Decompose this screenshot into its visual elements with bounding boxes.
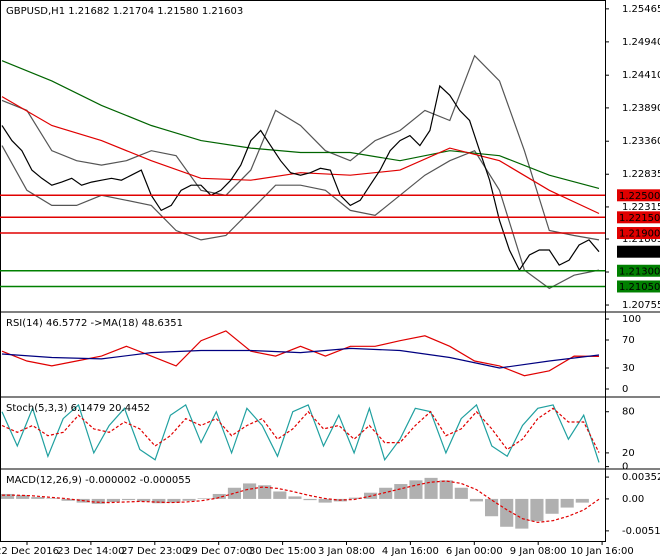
histogram-bar <box>500 498 514 527</box>
y-tick-label: 0.003524 <box>622 472 660 483</box>
x-tick-label: 4 Jan 16:00 <box>382 546 439 557</box>
histogram-bar <box>485 498 499 517</box>
histogram-bar <box>409 480 423 499</box>
series-line <box>1 96 600 215</box>
histogram-bar <box>31 497 45 499</box>
histogram-bar <box>91 498 105 504</box>
last-price-box <box>617 245 660 258</box>
y-tick-label: 1.21805 <box>622 234 660 245</box>
series-line <box>1 347 600 369</box>
histogram-bar <box>575 498 589 503</box>
x-tick-label: 9 Jan 08:00 <box>510 546 567 557</box>
y-tick-label: 1.22835 <box>622 169 660 180</box>
level-label: 1.21300 <box>619 266 660 277</box>
series-line <box>1 84 600 272</box>
x-tick-label: 23 Dec 14:00 <box>57 546 124 557</box>
histogram-bar <box>212 493 226 499</box>
histogram-bar <box>348 497 362 499</box>
histogram-bar <box>258 485 272 499</box>
histogram-bar <box>137 498 151 502</box>
level-box <box>617 211 660 224</box>
level-label: 1.22500 <box>619 191 660 202</box>
histogram-bar <box>46 498 60 499</box>
histogram-bar <box>318 498 332 503</box>
y-tick-label: 70 <box>622 335 635 346</box>
histogram-bar <box>545 498 559 514</box>
x-tick-label: 6 Jan 00:00 <box>446 546 503 557</box>
y-tick-label: 1.22315 <box>622 202 660 213</box>
histogram-bar <box>303 498 317 501</box>
histogram-bar <box>197 498 211 499</box>
y-tick-label: 1.20755 <box>622 300 660 311</box>
histogram-bar <box>167 498 181 503</box>
y-tick-label: 0.00 <box>622 494 644 505</box>
x-tick-label: 10 Jan 16:00 <box>570 546 633 557</box>
x-tick-label: 29 Dec 07:00 <box>185 546 252 557</box>
histogram-bar <box>122 498 136 501</box>
level-box <box>617 264 660 277</box>
histogram-bar <box>454 487 468 499</box>
series-line <box>1 407 600 453</box>
level-box <box>617 189 660 202</box>
level-label: 1.21900 <box>619 229 660 240</box>
histogram-bar <box>106 498 120 503</box>
histogram-bar <box>243 483 257 499</box>
series-line <box>1 60 600 189</box>
y-tick-label: 1.25465 <box>622 4 660 15</box>
histogram-bar <box>16 495 30 499</box>
histogram-bar <box>182 498 196 501</box>
panel-title: Stoch(5,3,3) 6.1479 20.4452 <box>6 403 150 414</box>
histogram-bar <box>560 498 574 508</box>
y-tick-label: 30 <box>622 363 635 374</box>
y-tick-label: 1.24410 <box>622 70 660 81</box>
y-tick-label: 1.23890 <box>622 103 660 114</box>
histogram-bar <box>288 496 302 499</box>
histogram-bar <box>1 493 15 499</box>
panel-title: GBPUSD,H1 1.21682 1.21704 1.21580 1.2160… <box>6 6 243 17</box>
histogram-bar <box>424 477 438 499</box>
series-line <box>2 480 600 524</box>
y-tick-label: 0 <box>622 462 628 473</box>
histogram-bar <box>515 498 529 529</box>
series-line <box>1 330 600 377</box>
histogram-bar <box>61 498 75 501</box>
histogram-bar <box>394 484 408 499</box>
x-tick-label: 22 Dec 2016 <box>0 546 59 557</box>
histogram-bar <box>273 491 287 499</box>
panel-title: RSI(14) 46.5772 ->MA(18) 48.6351 <box>6 318 183 329</box>
series-line <box>1 54 600 241</box>
x-tick-label: 30 Dec 15:00 <box>249 546 316 557</box>
level-box <box>617 227 660 240</box>
x-tick-label: 3 Jan 08:00 <box>318 546 375 557</box>
histogram-bar <box>227 487 241 499</box>
histogram-bar <box>379 487 393 499</box>
y-tick-label: 1.23360 <box>622 136 660 147</box>
last-price-label: 1.21603 <box>619 247 660 258</box>
y-tick-label: 1.24940 <box>622 37 660 48</box>
histogram-bar <box>152 498 166 504</box>
histogram-bar <box>530 498 544 522</box>
level-label: 1.21050 <box>619 282 660 293</box>
y-tick-label: 0 <box>622 384 628 395</box>
panel-title: MACD(12,26,9) -0.000002 -0.000055 <box>6 475 191 486</box>
series-line <box>1 403 600 463</box>
level-box <box>617 280 660 293</box>
y-tick-label: 100 <box>622 314 641 325</box>
histogram-bar <box>439 480 453 499</box>
x-tick-label: 27 Dec 23:00 <box>121 546 188 557</box>
y-tick-label: 80 <box>622 407 635 418</box>
level-label: 1.22150 <box>619 213 660 224</box>
y-tick-label: 20 <box>622 448 635 459</box>
y-tick-label: -0.005163 <box>622 526 660 537</box>
histogram-bar <box>469 498 483 502</box>
